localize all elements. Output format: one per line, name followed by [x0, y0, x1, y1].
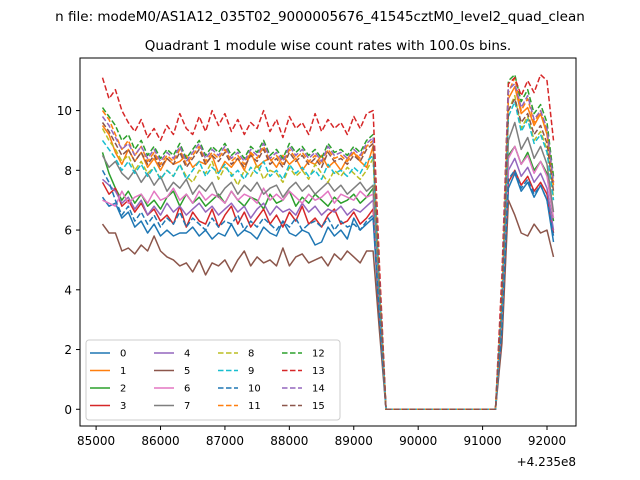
y-tick-label: 8 [64, 164, 72, 178]
y-tick-label: 10 [57, 104, 72, 118]
x-tick-label: 86000 [141, 434, 179, 448]
x-tick-label: 89000 [335, 434, 373, 448]
series-line-15 [101, 97, 555, 411]
legend-label-1: 1 [120, 366, 126, 377]
y-tick-label: 2 [64, 343, 72, 357]
x-tick-label: 91000 [464, 434, 502, 448]
legend-label-10: 10 [248, 384, 261, 395]
x-tick-label: 90000 [399, 434, 437, 448]
y-axis: 0 2 4 6 8 10 [57, 104, 80, 417]
legend-label-15: 15 [312, 401, 325, 412]
legend-label-11: 11 [248, 401, 261, 412]
y-tick-label: 4 [64, 283, 72, 297]
legend-label-12: 12 [312, 349, 325, 360]
legend-label-4: 4 [184, 349, 190, 360]
x-tick-label: 92000 [528, 434, 566, 448]
legend-label-7: 7 [184, 401, 190, 412]
legend-label-14: 14 [312, 384, 325, 395]
legend-label-6: 6 [184, 384, 190, 395]
figure-suptitle: n file: modeM0/AS1A12_035T02_9000005676_… [55, 9, 585, 25]
plot-area [79, 57, 577, 427]
legend-label-5: 5 [184, 366, 190, 377]
legend-box [85, 339, 341, 421]
x-tick-label: 87000 [206, 434, 244, 448]
legend-label-3: 3 [120, 401, 126, 412]
x-tick-label: 85000 [77, 434, 115, 448]
chart-title: Quadrant 1 module wise count rates with … [145, 38, 511, 54]
x-axis: 85000 86000 87000 88000 89000 90000 91000 92000 [77, 426, 566, 448]
y-tick-label: 6 [64, 224, 72, 238]
x-tick-label: 88000 [270, 434, 308, 448]
legend-label-9: 9 [248, 366, 254, 377]
legend-label-8: 8 [248, 349, 254, 360]
x-offset-label: +4.235e8 [517, 455, 576, 469]
axes-frame [79, 57, 577, 427]
y-tick-label: 0 [64, 403, 72, 417]
legend-label-2: 2 [120, 384, 126, 395]
legend-label-0: 0 [120, 349, 126, 360]
legend-label-13: 13 [312, 366, 325, 377]
series-layer [101, 73, 555, 411]
